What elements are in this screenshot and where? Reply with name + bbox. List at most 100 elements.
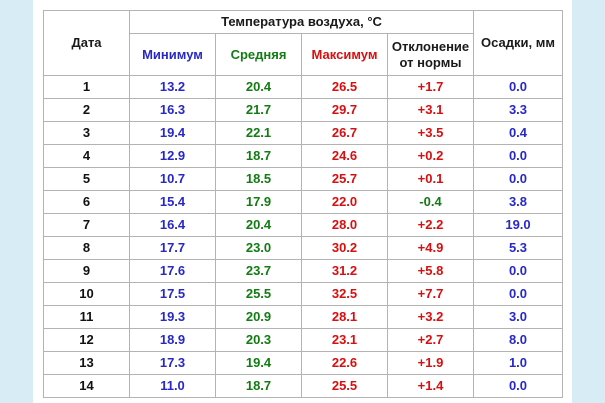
cell-deviation: +0.2 [387,144,474,168]
table-body: 1 13.2 20.4 26.5 +1.7 0.0 2 16.3 21.7 29.7 +3.1 3.3… [43,75,563,398]
cell-avg: 23.0 [215,236,302,260]
weather-table: Дата Температура воздуха, °C Осадки, мм … [43,10,563,398]
cell-precipitation: 3.3 [473,98,563,122]
cell-day: 6 [43,190,130,214]
cell-min: 17.7 [129,236,216,260]
cell-deviation: +2.2 [387,213,474,237]
cell-avg: 18.7 [215,374,302,398]
cell-min: 16.3 [129,98,216,122]
header-date: Дата [43,10,130,76]
cell-precipitation: 8.0 [473,328,563,352]
cell-max: 28.0 [301,213,388,237]
cell-deviation: +2.7 [387,328,474,352]
cell-precipitation: 0.4 [473,121,563,145]
table-row: 10 17.5 25.5 32.5 +7.7 0.0 [43,282,563,306]
cell-avg: 22.1 [215,121,302,145]
cell-deviation: +4.9 [387,236,474,260]
header-precipitation: Осадки, мм [473,10,563,76]
cell-avg: 17.9 [215,190,302,214]
cell-deviation: +3.5 [387,121,474,145]
cell-day: 8 [43,236,130,260]
cell-precipitation: 0.0 [473,374,563,398]
header-avg: Средняя [215,33,302,76]
cell-day: 3 [43,121,130,145]
cell-avg: 20.9 [215,305,302,329]
cell-deviation: +0.1 [387,167,474,191]
table-row: 6 15.4 17.9 22.0 -0.4 3.8 [43,190,563,214]
cell-deviation: +1.7 [387,75,474,99]
table-header: Дата Температура воздуха, °C Осадки, мм … [43,10,563,76]
cell-avg: 20.4 [215,75,302,99]
cell-precipitation: 19.0 [473,213,563,237]
table-row: 4 12.9 18.7 24.6 +0.2 0.0 [43,144,563,168]
cell-deviation: +3.2 [387,305,474,329]
cell-precipitation: 3.8 [473,190,563,214]
cell-max: 26.7 [301,121,388,145]
cell-avg: 25.5 [215,282,302,306]
table-card: Дата Температура воздуха, °C Осадки, мм … [33,0,572,403]
cell-min: 19.4 [129,121,216,145]
cell-day: 4 [43,144,130,168]
cell-min: 11.0 [129,374,216,398]
cell-deviation: +7.7 [387,282,474,306]
cell-min: 16.4 [129,213,216,237]
table-row: 7 16.4 20.4 28.0 +2.2 19.0 [43,213,563,237]
cell-max: 22.0 [301,190,388,214]
cell-avg: 18.7 [215,144,302,168]
cell-day: 2 [43,98,130,122]
header-deviation: Отклонение от нормы [387,33,474,76]
cell-min: 17.6 [129,259,216,283]
cell-min: 17.3 [129,351,216,375]
table-row: 11 19.3 20.9 28.1 +3.2 3.0 [43,305,563,329]
cell-max: 30.2 [301,236,388,260]
cell-avg: 19.4 [215,351,302,375]
cell-avg: 21.7 [215,98,302,122]
cell-max: 31.2 [301,259,388,283]
cell-day: 7 [43,213,130,237]
cell-max: 29.7 [301,98,388,122]
header-max: Максимум [301,33,388,76]
cell-avg: 20.3 [215,328,302,352]
cell-precipitation: 3.0 [473,305,563,329]
cell-day: 10 [43,282,130,306]
cell-min: 12.9 [129,144,216,168]
cell-day: 11 [43,305,130,329]
table-row: 14 11.0 18.7 25.5 +1.4 0.0 [43,374,563,398]
cell-precipitation: 0.0 [473,75,563,99]
cell-avg: 20.4 [215,213,302,237]
cell-day: 9 [43,259,130,283]
table-row: 13 17.3 19.4 22.6 +1.9 1.0 [43,351,563,375]
cell-min: 13.2 [129,75,216,99]
cell-deviation: -0.4 [387,190,474,214]
cell-day: 5 [43,167,130,191]
cell-precipitation: 0.0 [473,167,563,191]
cell-min: 18.9 [129,328,216,352]
table-row: 3 19.4 22.1 26.7 +3.5 0.4 [43,121,563,145]
cell-max: 25.7 [301,167,388,191]
cell-max: 32.5 [301,282,388,306]
cell-day: 13 [43,351,130,375]
cell-day: 1 [43,75,130,99]
cell-deviation: +1.9 [387,351,474,375]
cell-precipitation: 1.0 [473,351,563,375]
cell-min: 19.3 [129,305,216,329]
header-temperature-group: Температура воздуха, °C [129,10,474,34]
cell-day: 12 [43,328,130,352]
cell-precipitation: 5.3 [473,236,563,260]
cell-max: 22.6 [301,351,388,375]
table-row: 5 10.7 18.5 25.7 +0.1 0.0 [43,167,563,191]
cell-precipitation: 0.0 [473,259,563,283]
cell-min: 17.5 [129,282,216,306]
table-row: 9 17.6 23.7 31.2 +5.8 0.0 [43,259,563,283]
cell-max: 26.5 [301,75,388,99]
cell-min: 15.4 [129,190,216,214]
cell-precipitation: 0.0 [473,144,563,168]
table-row: 1 13.2 20.4 26.5 +1.7 0.0 [43,75,563,99]
header-min: Минимум [129,33,216,76]
cell-deviation: +5.8 [387,259,474,283]
cell-max: 25.5 [301,374,388,398]
cell-deviation: +3.1 [387,98,474,122]
table-row: 12 18.9 20.3 23.1 +2.7 8.0 [43,328,563,352]
cell-day: 14 [43,374,130,398]
